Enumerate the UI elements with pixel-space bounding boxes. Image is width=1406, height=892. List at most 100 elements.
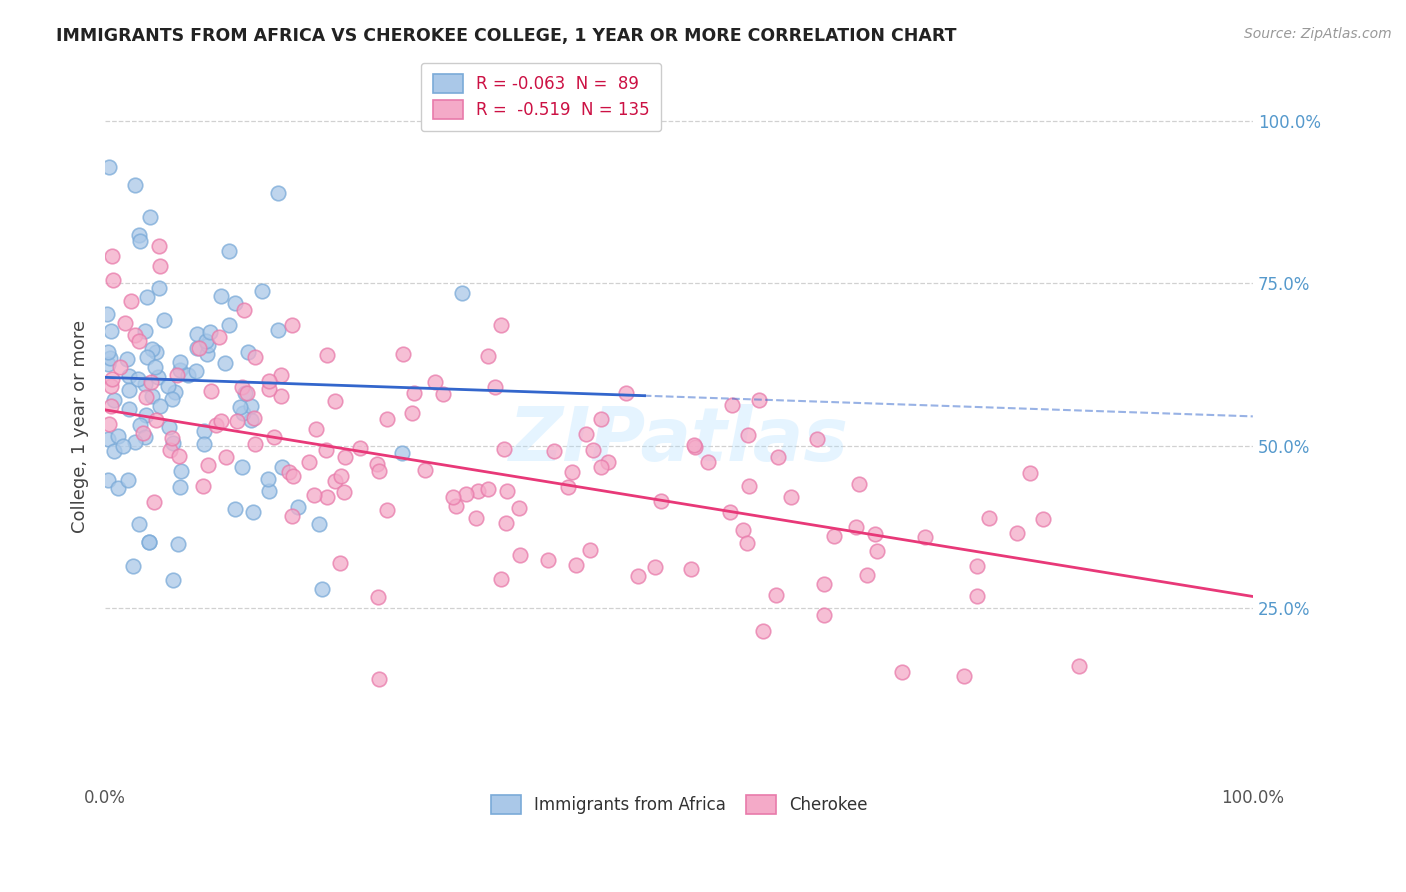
Point: [491, 318, 513, 333]
Point: [97, 432, 120, 446]
Point: [489, 572, 512, 586]
Point: [231, 459, 253, 474]
Point: [114, 317, 136, 331]
Point: [169, 363, 191, 377]
Point: [100, 379, 122, 393]
Point: [236, 385, 259, 400]
Point: [375, 503, 398, 517]
Point: [233, 386, 256, 401]
Point: [561, 465, 583, 479]
Point: [311, 582, 333, 596]
Point: [627, 568, 650, 582]
Point: [98, 351, 121, 366]
Point: [141, 342, 163, 356]
Point: [305, 422, 328, 436]
Point: [169, 480, 191, 494]
Point: [193, 479, 215, 493]
Point: [163, 385, 186, 400]
Point: [167, 537, 190, 551]
Point: [966, 558, 988, 573]
Point: [107, 481, 129, 495]
Point: [146, 370, 169, 384]
Point: [231, 379, 253, 393]
Point: [112, 439, 135, 453]
Point: [683, 440, 706, 454]
Point: [316, 490, 339, 504]
Point: [145, 413, 167, 427]
Point: [240, 399, 263, 413]
Point: [233, 302, 256, 317]
Point: [349, 441, 371, 455]
Point: [169, 355, 191, 369]
Point: [543, 444, 565, 458]
Point: [243, 411, 266, 425]
Point: [914, 530, 936, 544]
Point: [214, 356, 236, 370]
Point: [103, 444, 125, 458]
Point: [283, 468, 305, 483]
Point: [124, 328, 146, 343]
Point: [128, 234, 150, 248]
Point: [186, 341, 208, 355]
Point: [186, 364, 208, 378]
Point: [218, 318, 240, 332]
Point: [128, 334, 150, 348]
Point: [138, 535, 160, 549]
Point: [257, 484, 280, 499]
Point: [484, 379, 506, 393]
Point: [101, 372, 124, 386]
Point: [136, 350, 159, 364]
Point: [423, 375, 446, 389]
Point: [731, 523, 754, 537]
Point: [100, 399, 122, 413]
Point: [270, 389, 292, 403]
Point: [128, 516, 150, 531]
Point: [856, 567, 879, 582]
Point: [432, 387, 454, 401]
Point: [823, 528, 845, 542]
Point: [148, 281, 170, 295]
Point: [281, 318, 304, 332]
Point: [721, 398, 744, 412]
Legend: Immigrants from Africa, Cherokee: Immigrants from Africa, Cherokee: [479, 783, 879, 825]
Point: [323, 474, 346, 488]
Point: [650, 493, 672, 508]
Point: [198, 326, 221, 340]
Point: [98, 417, 121, 431]
Point: [136, 290, 159, 304]
Point: [748, 393, 770, 408]
Point: [143, 495, 166, 509]
Point: [97, 473, 120, 487]
Point: [141, 389, 163, 403]
Point: [124, 178, 146, 193]
Point: [737, 427, 759, 442]
Point: [813, 607, 835, 622]
Point: [162, 573, 184, 587]
Point: [966, 589, 988, 603]
Point: [323, 393, 346, 408]
Point: [496, 483, 519, 498]
Point: [591, 459, 613, 474]
Point: [257, 375, 280, 389]
Point: [578, 542, 600, 557]
Point: [134, 429, 156, 443]
Point: [115, 351, 138, 366]
Point: [454, 487, 477, 501]
Point: [644, 560, 666, 574]
Point: [98, 160, 121, 174]
Point: [197, 458, 219, 472]
Point: [278, 465, 301, 479]
Point: [200, 384, 222, 399]
Point: [1032, 512, 1054, 526]
Point: [308, 516, 330, 531]
Point: [97, 357, 120, 371]
Point: [257, 382, 280, 396]
Point: [195, 347, 218, 361]
Point: [117, 473, 139, 487]
Point: [329, 557, 352, 571]
Point: [129, 417, 152, 432]
Point: [134, 377, 156, 392]
Point: [953, 669, 976, 683]
Y-axis label: College, 1 year or more: College, 1 year or more: [72, 319, 89, 533]
Point: [134, 324, 156, 338]
